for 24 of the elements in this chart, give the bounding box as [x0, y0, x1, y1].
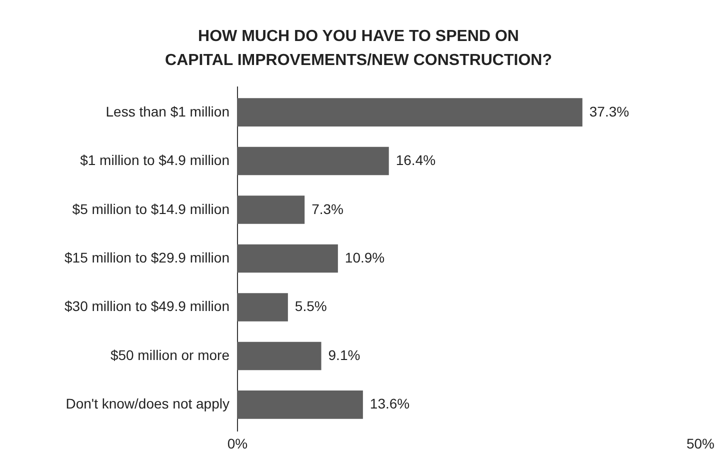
y-tick-label: $15 million to $29.9 million — [64, 250, 230, 266]
y-tick-label: $50 million or more — [110, 346, 230, 363]
data-label: 9.1% — [328, 346, 360, 363]
bar — [237, 390, 363, 419]
y-tick-label: Less than $1 million — [106, 103, 230, 120]
y-tick-label: $30 million to $49.9 million — [64, 298, 230, 314]
bar — [237, 146, 389, 176]
chart-title: HOW MUCH DO YOU HAVE TO SPEND ON CAPITAL IMPROVEMENTS/NEW CONSTRUCTION? — [165, 28, 552, 69]
bar — [237, 98, 582, 126]
bar — [237, 244, 338, 273]
data-label: 16.4% — [396, 152, 436, 168]
bar — [237, 293, 288, 322]
x-tick-label: 50% — [686, 436, 715, 452]
x-tick-label: 0% — [227, 436, 248, 452]
y-tick-label: Don't know/does not apply — [66, 396, 230, 412]
bar — [237, 196, 305, 224]
data-label: 10.9% — [344, 250, 385, 266]
y-tick-label: $1 million to $4.9 million — [80, 152, 230, 168]
data-label: 5.5% — [294, 298, 327, 314]
y-tick-label: $5 million to $14.9 million — [72, 200, 230, 217]
data-label: 13.6% — [370, 396, 410, 412]
bar — [237, 342, 322, 370]
data-label: 37.3% — [589, 103, 630, 120]
data-label: 7.3% — [312, 200, 344, 217]
